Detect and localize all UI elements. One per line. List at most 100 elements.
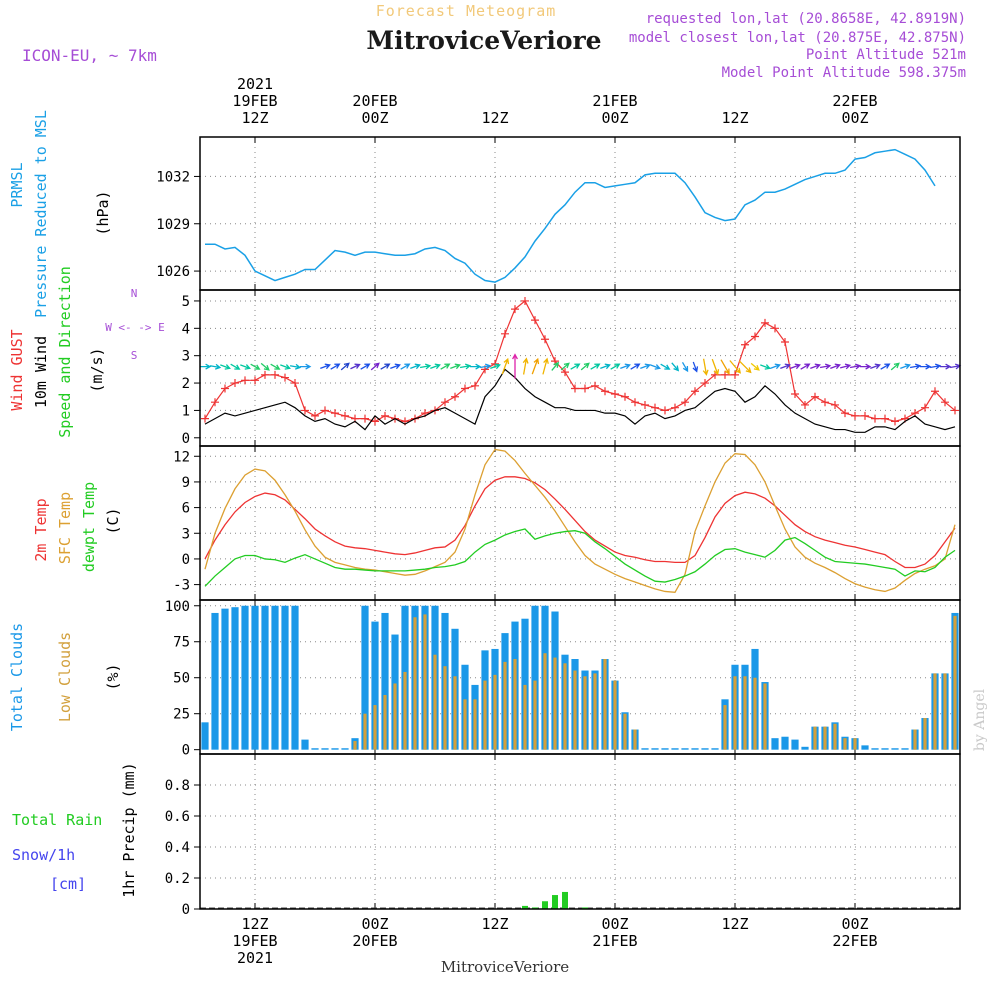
- watermark: by Angel: [972, 688, 988, 751]
- total-cloud-bar: [371, 621, 379, 750]
- temperature-ytick-label: 3: [182, 526, 190, 542]
- clouds-ytick-label: 50: [173, 671, 190, 687]
- gust-marker: [691, 387, 699, 396]
- wind-direction-arrow: [780, 363, 791, 370]
- gust-marker: [811, 392, 819, 401]
- rain-bar: [542, 901, 548, 909]
- low-cloud-bar: [503, 661, 507, 750]
- gust-marker: [381, 411, 389, 420]
- total-cloud-bar: [781, 736, 789, 750]
- total-cloud-bar: [311, 748, 319, 750]
- wind-direction-arrow: [560, 362, 570, 371]
- top-time-label: 00Z: [601, 109, 628, 127]
- clouds-ytick-label: 0: [182, 743, 190, 759]
- wind-direction-arrow: [230, 363, 241, 370]
- pressure-panel: 1026 1029 1032: [156, 137, 960, 290]
- wind-direction-arrow: [570, 363, 581, 370]
- gust-marker: [501, 329, 509, 338]
- wind-direction-arrow: [650, 364, 661, 370]
- temperature-ytick-label: -3: [173, 578, 190, 594]
- gust-marker: [321, 406, 329, 415]
- temperature-ytick-label: 0: [182, 552, 190, 568]
- wind-direction-arrow: [702, 358, 709, 376]
- gust-marker: [271, 370, 279, 379]
- subtitle: Forecast Meteogram: [376, 2, 557, 20]
- low-cloud-bar: [543, 653, 547, 750]
- wind-direction-arrow: [819, 363, 832, 370]
- wind-direction-arrow: [200, 363, 212, 370]
- top-time-label: 19FEB: [232, 92, 277, 110]
- gust-marker: [621, 392, 629, 401]
- wind-direction-arrow: [209, 363, 222, 370]
- bottom-time-label: 22FEB: [832, 932, 877, 950]
- gust-marker: [721, 370, 729, 379]
- wind-direction-arrow: [610, 363, 621, 370]
- total-cloud-bar: [531, 605, 539, 750]
- wind-direction-arrow: [350, 363, 361, 370]
- low-cloud-bar: [743, 676, 747, 750]
- compass-north: N: [131, 287, 138, 300]
- low-cloud-bar: [483, 680, 487, 750]
- low-cloud-bar: [933, 673, 937, 750]
- precip-ytick-label: 0: [182, 902, 190, 918]
- pressure-ylabel-1: PRMSL: [8, 162, 26, 207]
- gust-marker: [331, 409, 339, 418]
- total-cloud-bar: [211, 612, 219, 750]
- temperature-ytick-label: 12: [173, 449, 190, 465]
- low-cloud-bar: [853, 738, 857, 750]
- gust-marker: [731, 370, 739, 379]
- precip-ytick-label: 0.6: [165, 809, 190, 825]
- gust-marker: [581, 384, 589, 393]
- gust-marker: [801, 400, 809, 409]
- rain-bar: [552, 895, 558, 909]
- gust-marker: [361, 414, 369, 423]
- low-cloud-bar: [833, 723, 837, 750]
- total-cloud-bar: [801, 746, 809, 750]
- wind-direction-arrow: [760, 364, 771, 370]
- wind-direction-arrow: [720, 359, 730, 375]
- total-cloud-bar: [651, 748, 659, 750]
- gust-marker: [451, 392, 459, 401]
- low-cloud-bar: [373, 705, 377, 750]
- pressure-ytick-label: 1029: [156, 217, 190, 233]
- gust-marker: [681, 398, 689, 407]
- total-cloud-bar: [251, 605, 259, 750]
- wind-ytick-label: 1: [182, 403, 190, 419]
- gust-marker: [441, 398, 449, 407]
- top-time-label: 12Z: [721, 109, 748, 127]
- total-cloud-bar: [281, 605, 289, 750]
- low-cloud-bar: [493, 674, 497, 750]
- wind-direction-arrow: [320, 363, 331, 370]
- gust-marker: [511, 305, 519, 314]
- total-cloud-bar: [261, 605, 269, 750]
- plot-area: 102610291032012345-3036912025507510000.2…: [8, 75, 962, 967]
- wind-direction-arrow: [390, 363, 401, 370]
- wind-direction-arrow: [300, 363, 312, 370]
- low-cloud-bar: [353, 741, 357, 750]
- wind-direction-arrow: [580, 362, 590, 371]
- low-cloud-bar: [393, 683, 397, 750]
- wind-direction-arrow: [280, 364, 291, 370]
- wind-direction-arrow: [949, 363, 962, 370]
- gust-marker: [251, 376, 259, 385]
- wind-direction-arrow: [551, 361, 560, 371]
- gust-marker: [201, 414, 209, 423]
- gust-marker: [861, 411, 869, 420]
- wind-direction-arrow: [729, 360, 742, 374]
- top-time-label: 2021: [237, 75, 273, 93]
- gust-marker: [311, 411, 319, 420]
- clouds-ytick-label: 100: [165, 599, 190, 615]
- precip-frame: [199, 753, 961, 910]
- wind-direction-arrow: [860, 363, 872, 370]
- gust-marker: [831, 400, 839, 409]
- low-cloud-bar: [613, 680, 617, 750]
- low-cloud-bar: [453, 676, 457, 750]
- temperature-frame: [199, 445, 961, 601]
- wind-direction-arrow: [220, 364, 231, 370]
- wind-direction-arrow: [890, 362, 900, 371]
- wind-direction-arrow: [671, 362, 680, 372]
- low-cloud-bar: [573, 670, 577, 750]
- low-cloud-bar: [823, 726, 827, 750]
- gust-marker: [661, 406, 669, 415]
